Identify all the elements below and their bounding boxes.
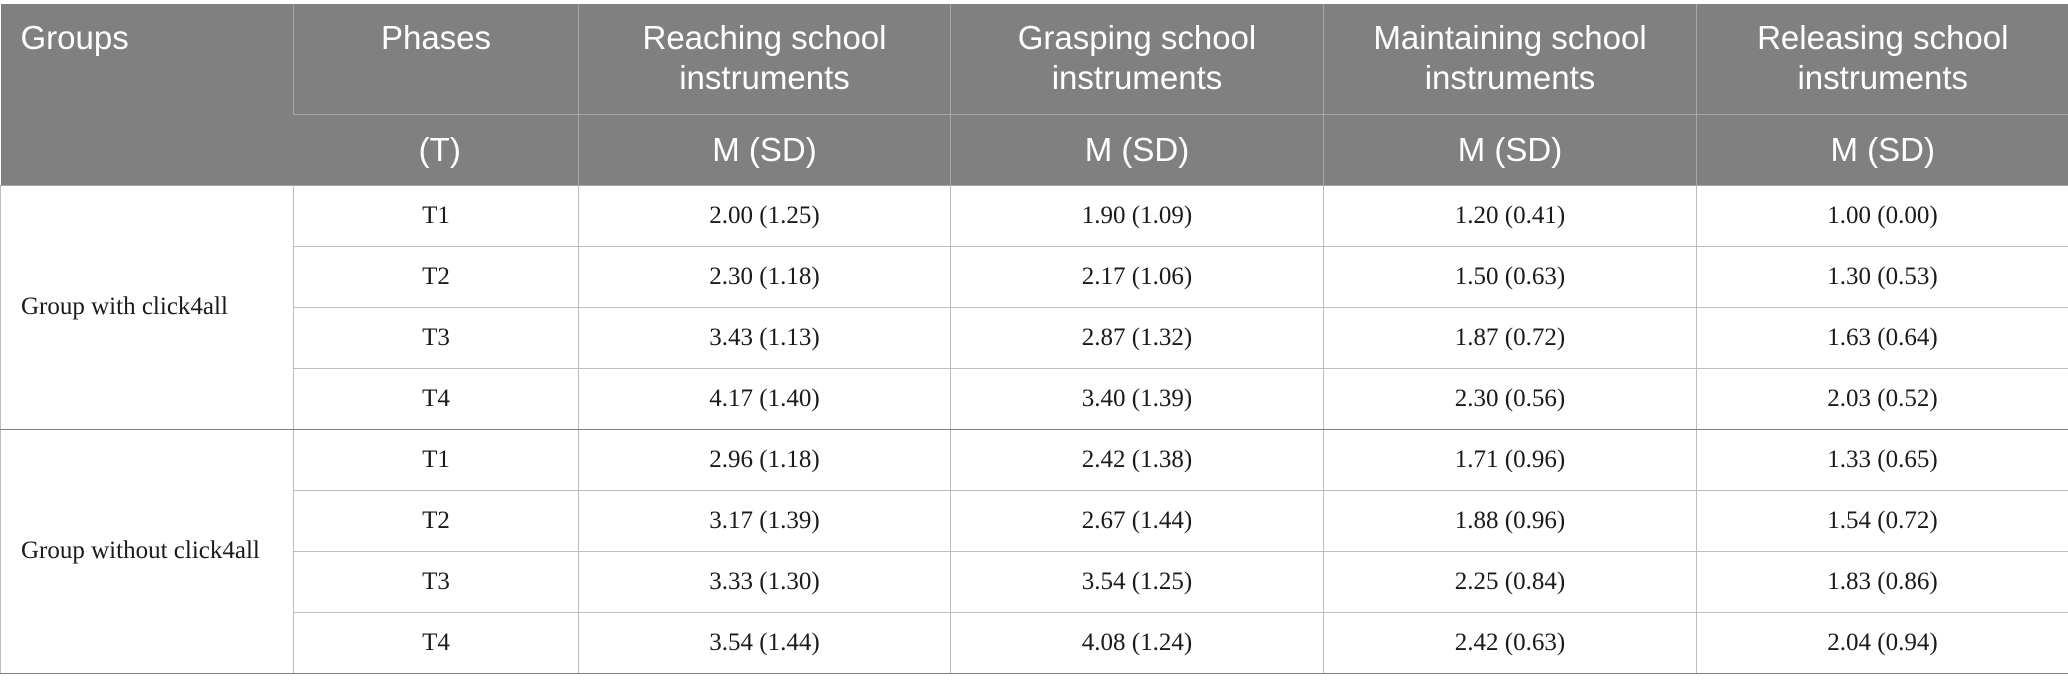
header-phases: Phases [293, 4, 579, 115]
value-cell: 1.63 (0.64) [1696, 307, 2068, 369]
value-cell: 2.03 (0.52) [1696, 368, 2068, 430]
value-cell: 3.40 (1.39) [950, 368, 1324, 430]
value-cell: 2.42 (0.63) [1323, 612, 1697, 674]
value-cell: 1.20 (0.41) [1323, 185, 1697, 247]
table-row: T4 3.54 (1.44) 4.08 (1.24) 2.42 (0.63) 2… [1, 612, 2068, 674]
value-cell: 1.87 (0.72) [1323, 307, 1697, 369]
phase-cell: T4 [293, 368, 579, 430]
value-cell: 1.71 (0.96) [1323, 429, 1697, 491]
header-groups: Groups [0, 4, 294, 186]
group-label-with-click4all: Group with click4all [0, 185, 294, 430]
table-header: Groups Phases Reaching school instrument… [0, 4, 2068, 186]
subheader-grasping-stat: M (SD) [950, 114, 1324, 186]
value-cell: 1.90 (1.09) [950, 185, 1324, 247]
table-row: T3 3.43 (1.13) 2.87 (1.32) 1.87 (0.72) 1… [1, 307, 2068, 369]
table-row: Group with click4all T1 2.00 (1.25) 1.90… [0, 185, 2068, 430]
value-cell: 1.30 (0.53) [1696, 246, 2068, 308]
table-row: T4 4.17 (1.40) 3.40 (1.39) 2.30 (0.56) 2… [1, 368, 2068, 430]
table-row: Group without click4all T1 2.96 (1.18) 2… [0, 429, 2068, 674]
table-row: T3 3.33 (1.30) 3.54 (1.25) 2.25 (0.84) 1… [1, 551, 2068, 613]
value-cell: 2.04 (0.94) [1696, 612, 2068, 674]
header-maintaining: Maintaining school instruments [1323, 4, 1697, 115]
value-cell: 1.50 (0.63) [1323, 246, 1697, 308]
phase-cell: T3 [293, 551, 579, 613]
value-cell: 3.54 (1.44) [578, 612, 951, 674]
header-releasing: Releasing school instruments [1696, 4, 2068, 115]
value-cell: 1.54 (0.72) [1696, 490, 2068, 552]
table-row: T2 2.30 (1.18) 2.17 (1.06) 1.50 (0.63) 1… [1, 246, 2068, 308]
value-cell: 1.33 (0.65) [1696, 429, 2068, 491]
value-cell: 2.25 (0.84) [1323, 551, 1697, 613]
value-cell: 2.67 (1.44) [950, 490, 1324, 552]
value-cell: 3.43 (1.13) [578, 307, 951, 369]
header-grasping: Grasping school instruments [950, 4, 1324, 115]
value-cell: 2.30 (0.56) [1323, 368, 1697, 430]
table-row: T2 3.17 (1.39) 2.67 (1.44) 1.88 (0.96) 1… [1, 490, 2068, 552]
subheader-maintaining-stat: M (SD) [1323, 114, 1697, 186]
table-body: Group with click4all T1 2.00 (1.25) 1.90… [0, 185, 2068, 674]
phase-cell: T2 [293, 246, 579, 308]
header-reaching: Reaching school instruments [578, 4, 951, 115]
phase-cell: T2 [293, 490, 579, 552]
subheader-phase-unit: (T) [293, 114, 579, 186]
subheader-releasing-stat: M (SD) [1696, 114, 2068, 186]
value-cell: 1.88 (0.96) [1323, 490, 1697, 552]
value-cell: 2.00 (1.25) [578, 185, 951, 247]
subheader-reaching-stat: M (SD) [578, 114, 951, 186]
value-cell: 2.17 (1.06) [950, 246, 1324, 308]
value-cell: 4.17 (1.40) [578, 368, 951, 430]
value-cell: 3.17 (1.39) [578, 490, 951, 552]
value-cell: 3.54 (1.25) [950, 551, 1324, 613]
phase-cell: T1 [293, 429, 579, 491]
value-cell: 4.08 (1.24) [950, 612, 1324, 674]
phase-cell: T1 [293, 185, 579, 247]
value-cell: 2.42 (1.38) [950, 429, 1324, 491]
phase-cell: T3 [293, 307, 579, 369]
value-cell: 2.96 (1.18) [578, 429, 951, 491]
phase-cell: T4 [293, 612, 579, 674]
value-cell: 3.33 (1.30) [578, 551, 951, 613]
value-cell: 2.30 (1.18) [578, 246, 951, 308]
group-label-without-click4all: Group without click4all [0, 429, 294, 674]
value-cell: 1.83 (0.86) [1696, 551, 2068, 613]
value-cell: 2.87 (1.32) [950, 307, 1324, 369]
results-table: Groups Phases Reaching school instrument… [0, 4, 2068, 674]
value-cell: 1.00 (0.00) [1696, 185, 2068, 247]
